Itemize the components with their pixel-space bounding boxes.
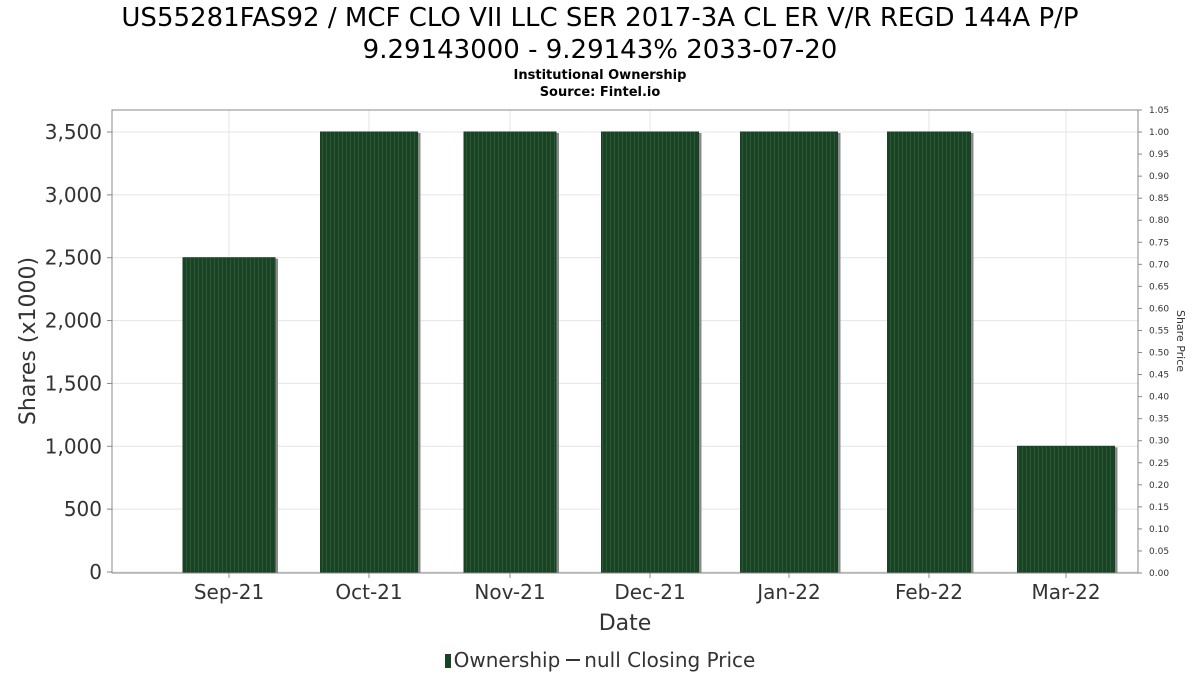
y2-tick-label: 0.05 bbox=[1149, 547, 1169, 557]
y2-tick-label: 0.45 bbox=[1149, 371, 1169, 381]
y2-axis-label: Share Price bbox=[1174, 310, 1187, 372]
y2-tick-label: 0.30 bbox=[1149, 437, 1169, 447]
y-tick-label: 2,000 bbox=[45, 309, 102, 333]
y2-tick-label: 1.05 bbox=[1149, 106, 1169, 116]
chart-subtitle: Institutional Ownership bbox=[513, 68, 687, 83]
y2-tick-label: 0.80 bbox=[1149, 216, 1169, 226]
x-tick-label: Jan-22 bbox=[755, 580, 821, 604]
legend: Ownership null Closing Price bbox=[0, 648, 1200, 672]
x-tick-label: Mar-22 bbox=[1031, 580, 1100, 604]
y2-tick-label: 0.00 bbox=[1149, 569, 1169, 579]
y-tick-label: 1,000 bbox=[45, 434, 102, 458]
y2-tick-label: 0.90 bbox=[1149, 172, 1169, 182]
chart-source: Source: Fintel.io bbox=[539, 85, 661, 100]
x-tick-label: Dec-21 bbox=[614, 580, 685, 604]
bar-sep-21 bbox=[182, 257, 276, 573]
bar-mar-22 bbox=[1017, 445, 1115, 573]
y2-tick-label: 0.40 bbox=[1149, 393, 1169, 403]
bars-layer bbox=[182, 131, 1118, 573]
y-tick-label: 3,000 bbox=[45, 183, 102, 207]
plot-area-frame bbox=[111, 109, 1139, 574]
y-tick-label: 0 bbox=[89, 560, 102, 584]
bar-feb-22 bbox=[887, 131, 971, 573]
y2-tick-label: 0.70 bbox=[1149, 260, 1169, 270]
chart-title: US55281FAS92 / MCF CLO VII LLC SER 2017-… bbox=[121, 3, 1079, 33]
y-axis-label: Shares (x1000) bbox=[16, 257, 41, 425]
x-tick-label: Feb-22 bbox=[895, 580, 963, 604]
y2-tick-label: 0.10 bbox=[1149, 525, 1169, 535]
bar-oct-21 bbox=[320, 131, 418, 573]
y2-tick-label: 0.65 bbox=[1149, 282, 1169, 292]
axis-layer: 0 500 1,000 1,500 2,000 2,500 3,000 3,500 Sep-21… bbox=[45, 106, 1170, 604]
y2-tick-label: 0.60 bbox=[1149, 304, 1169, 314]
x-tick-label: Sep-21 bbox=[194, 580, 264, 604]
y-tick-label: 2,500 bbox=[45, 246, 102, 270]
y2-tick-label: 0.25 bbox=[1149, 459, 1169, 469]
y-tick-label: 500 bbox=[64, 497, 102, 521]
legend-price-line bbox=[566, 659, 581, 661]
x-tick-label: Oct-21 bbox=[335, 580, 402, 604]
y2-tick-label: 0.20 bbox=[1149, 481, 1169, 491]
chart-title-line2: 9.29143000 - 9.29143% 2033-07-20 bbox=[362, 35, 838, 65]
y2-tick-label: 0.75 bbox=[1149, 238, 1169, 248]
legend-ownership-label: Ownership bbox=[453, 648, 561, 672]
y2-tick-label: 0.15 bbox=[1149, 503, 1169, 513]
x-tick-label: Nov-21 bbox=[474, 580, 545, 604]
y2-tick-label: 0.95 bbox=[1149, 150, 1169, 160]
y2-tick-label: 1.00 bbox=[1149, 128, 1169, 138]
x-axis-label: Date bbox=[599, 611, 652, 636]
y2-tick-label: 0.50 bbox=[1149, 349, 1169, 359]
y-tick-label: 3,500 bbox=[45, 120, 102, 144]
bar-dec-21 bbox=[601, 131, 699, 573]
bar-jan-22 bbox=[740, 131, 838, 573]
y2-tick-label: 0.35 bbox=[1149, 415, 1169, 425]
y2-tick-label: 0.85 bbox=[1149, 194, 1169, 204]
y2-tick-label: 0.55 bbox=[1149, 326, 1169, 336]
y-tick-label: 1,500 bbox=[45, 371, 102, 395]
legend-ownership-swatch bbox=[444, 654, 451, 668]
legend-price-label: null Closing Price bbox=[584, 648, 756, 672]
bar-nov-21 bbox=[463, 131, 557, 573]
